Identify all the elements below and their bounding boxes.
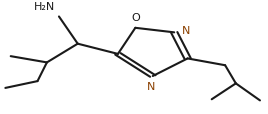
Text: O: O [131,12,140,22]
Text: H₂N: H₂N [34,2,55,12]
Text: N: N [182,25,190,35]
Text: N: N [147,82,156,92]
